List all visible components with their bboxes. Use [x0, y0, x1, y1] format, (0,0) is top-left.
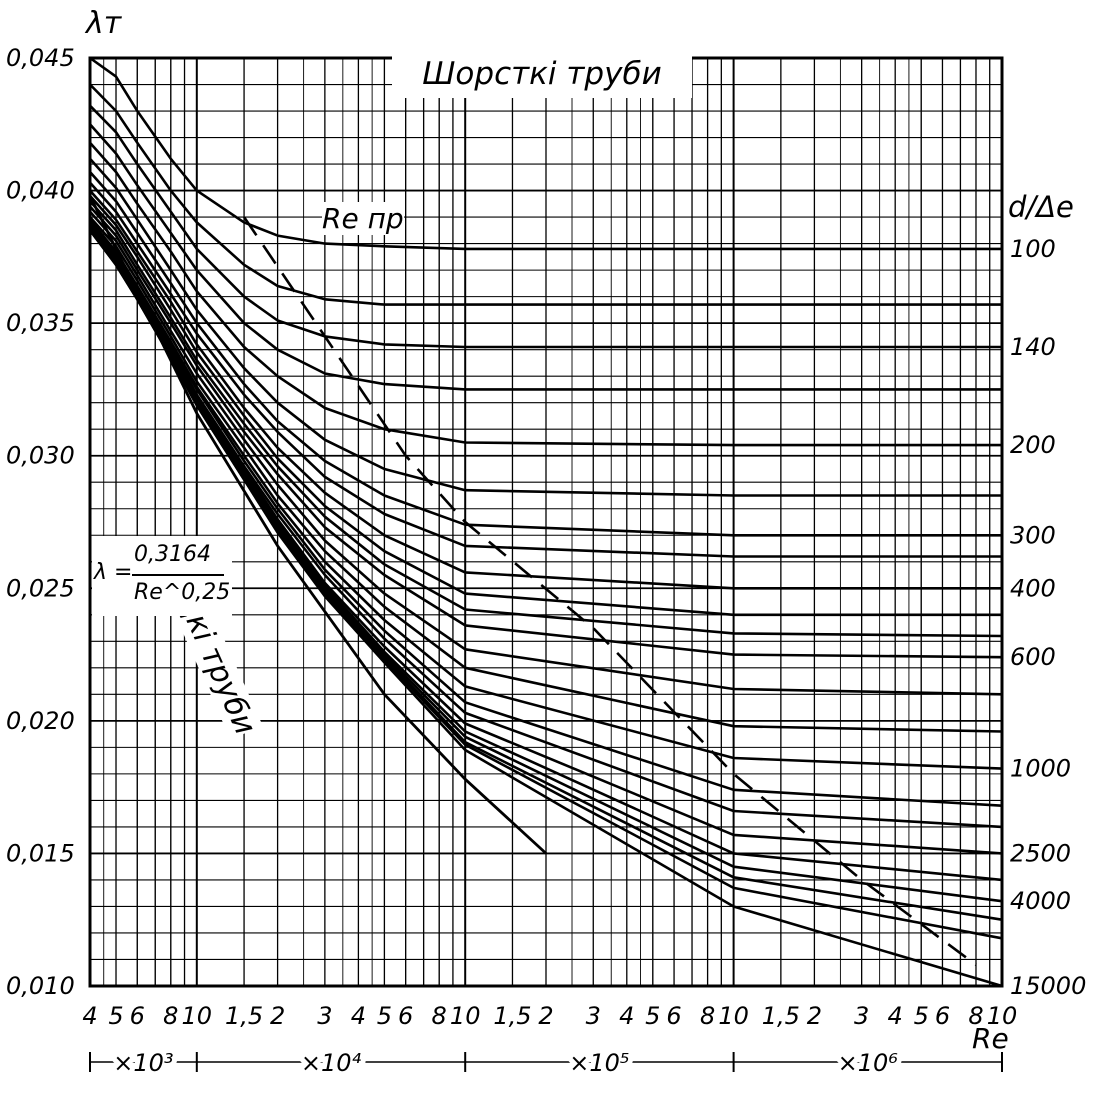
x-tick-label: 8	[432, 1002, 447, 1030]
y-tick-label: 0,010	[6, 972, 75, 1000]
series-line	[89, 104, 1002, 349]
x-tick-label: 4	[82, 1002, 97, 1030]
x-tick-label: 5	[108, 1002, 123, 1030]
formula-lhs: λ =	[94, 560, 133, 585]
curves	[88, 56, 1003, 988]
series-line	[89, 123, 1002, 391]
curve-label: 4000	[1010, 887, 1071, 915]
x-tick-label: 6	[666, 1002, 681, 1030]
x-tick-label: 2	[270, 1002, 285, 1030]
x-tick-label: 5	[914, 1002, 929, 1030]
y-tick-label: 0,030	[6, 442, 75, 470]
series-line	[89, 157, 1002, 497]
y-tick-labels: 0,010 0,015 0,020 0,025 0,030 0,035 0,040 0,045	[6, 44, 75, 1000]
y-tick-label: 0,035	[6, 309, 75, 337]
x-tick-label: 10	[987, 1002, 1018, 1030]
curve-label: 400	[1010, 574, 1056, 602]
x-tick-label: 8	[163, 1002, 178, 1030]
series-line	[89, 205, 1003, 659]
chart-title: Шорсткі труби	[392, 50, 692, 98]
x-tick-label: 4	[619, 1002, 634, 1030]
x-tick-label: 8	[968, 1002, 983, 1030]
multiplier-label: ×10⁴	[301, 1049, 362, 1077]
x-tick-label: 10	[450, 1002, 481, 1030]
y-tick-label: 0,045	[6, 44, 75, 72]
series-line	[88, 229, 1003, 988]
x-tick-label: 1,5	[225, 1002, 263, 1030]
formula-numerator: 0,3164	[134, 542, 211, 567]
formula-denominator: Re^0,25	[134, 580, 231, 605]
curve-label: 2500	[1010, 839, 1071, 867]
series-line	[89, 181, 1002, 558]
y-axis-label: λт	[86, 6, 122, 41]
transition-line	[243, 216, 977, 966]
curve-label: 15000	[1010, 972, 1086, 1000]
x-tick-label: 4	[888, 1002, 903, 1030]
curve-label: 600	[1010, 643, 1056, 671]
right-axis-label: d/Δe	[1008, 190, 1074, 224]
curve-labels: 100 140 200 300 400 600 1000 2500 4000 15000	[1010, 235, 1086, 1000]
series-line	[89, 216, 1003, 733]
x-tick-label: 10	[718, 1002, 749, 1030]
series-line	[89, 210, 1003, 696]
x-tick-label: 2	[538, 1002, 553, 1030]
curve-label: 140	[1010, 333, 1056, 361]
curve-label: 200	[1010, 431, 1056, 459]
chart-title-text: Шорсткі труби	[422, 56, 662, 92]
series-line	[89, 56, 1002, 251]
series-line	[89, 189, 1002, 590]
x-tick-labels: 4 5 6 8 10 1,5 2 3 4 5 6 8 10 1,5 2 3 4 5 6 8 10 1,5 2 3 4 5 6 8 10	[82, 1002, 1017, 1030]
blasius-formula: λ = 0,3164 Re^0,25	[92, 536, 232, 616]
grid	[89, 57, 1002, 987]
x-tick-label: 3	[317, 1002, 332, 1030]
x-tick-label: 5	[645, 1002, 660, 1030]
series-line	[89, 141, 1002, 447]
transition-label: Re пр	[322, 202, 404, 235]
y-tick-label: 0,040	[6, 177, 75, 205]
curve-label: 300	[1010, 521, 1056, 549]
smooth-pipe-line	[88, 195, 547, 855]
x-tick-label: 10	[182, 1002, 213, 1030]
series-line	[88, 218, 1003, 770]
series-line	[89, 195, 1002, 617]
x-tick-label: 8	[700, 1002, 715, 1030]
curve-label: 1000	[1010, 755, 1071, 783]
x-tick-label: 1,5	[762, 1002, 800, 1030]
x-tick-label: 3	[586, 1002, 601, 1030]
series-line	[89, 83, 1002, 306]
multiplier-label: ×10³	[113, 1049, 173, 1077]
curve-label: 100	[1010, 235, 1056, 263]
x-tick-label: 6	[130, 1002, 145, 1030]
y-tick-label: 0,025	[6, 574, 75, 602]
series-line	[89, 200, 1003, 638]
x-tick-label: 6	[935, 1002, 950, 1030]
x-tick-label: 3	[854, 1002, 869, 1030]
multiplier-label: ×10⁶	[838, 1049, 899, 1077]
x-tick-label: 6	[398, 1002, 413, 1030]
multiplier-label: ×10⁵	[569, 1049, 629, 1077]
multiplier-bar: ×10³ ×10⁴ ×10⁵ ×10⁶	[89, 1044, 1003, 1082]
y-tick-label: 0,020	[6, 707, 75, 735]
x-tick-label: 1,5	[493, 1002, 531, 1030]
x-tick-label: 2	[807, 1002, 822, 1030]
y-tick-label: 0,015	[6, 839, 75, 867]
x-tick-label: 4	[351, 1002, 366, 1030]
series-line	[89, 171, 1002, 537]
formula-bar	[132, 574, 224, 576]
x-axis-label: Re	[972, 1022, 1009, 1055]
x-tick-label: 5	[377, 1002, 392, 1030]
